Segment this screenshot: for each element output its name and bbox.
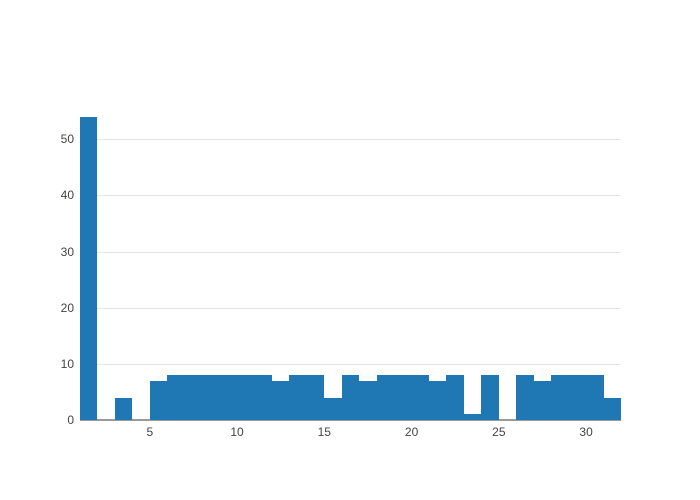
y-gridline xyxy=(80,363,621,365)
histogram-bar[interactable] xyxy=(516,375,534,420)
histogram-bar[interactable] xyxy=(412,375,429,420)
histogram-bar[interactable] xyxy=(586,375,604,420)
histogram-bar[interactable] xyxy=(342,375,359,420)
x-tick-label: 20 xyxy=(404,425,419,439)
histogram-bar[interactable] xyxy=(185,375,202,420)
histogram-bar[interactable] xyxy=(394,375,412,420)
x-tick-label: 25 xyxy=(492,425,506,439)
histogram-bar[interactable] xyxy=(604,397,621,420)
histogram-bar[interactable] xyxy=(429,380,446,420)
histogram-bar[interactable] xyxy=(307,375,324,420)
x-tick-label: 5 xyxy=(146,425,154,439)
histogram-bar[interactable] xyxy=(115,397,132,420)
y-tick-label: 20 xyxy=(60,300,74,315)
y-tick-label: 30 xyxy=(60,244,74,259)
y-gridline xyxy=(80,251,621,253)
histogram-bar[interactable] xyxy=(255,375,272,420)
x-axis-zeroline xyxy=(80,419,621,421)
histogram-bar[interactable] xyxy=(481,375,499,420)
x-tick-label: 10 xyxy=(230,425,244,439)
y-tick-label: 40 xyxy=(60,188,74,203)
histogram-bar[interactable] xyxy=(446,375,464,420)
histogram-bar[interactable] xyxy=(167,375,185,420)
x-tick-label: 15 xyxy=(317,425,331,439)
histogram-bar[interactable] xyxy=(464,414,481,420)
histogram-bar[interactable] xyxy=(359,380,377,420)
histogram-bar[interactable] xyxy=(289,375,307,420)
histogram-bar[interactable] xyxy=(534,380,551,420)
histogram-bar[interactable] xyxy=(569,375,586,420)
y-tick-label: 10 xyxy=(60,356,74,371)
histogram-bar[interactable] xyxy=(80,116,97,420)
y-gridline xyxy=(80,139,621,141)
y-tick-label: 50 xyxy=(60,132,74,147)
histogram-bar[interactable] xyxy=(220,375,237,420)
y-tick-label: 0 xyxy=(67,413,74,427)
x-tick-label: 30 xyxy=(579,425,593,439)
histogram-bar[interactable] xyxy=(202,375,220,420)
histogram-bar[interactable] xyxy=(237,375,255,420)
histogram-bar[interactable] xyxy=(150,380,167,420)
histogram-bar[interactable] xyxy=(551,375,569,420)
y-gridline xyxy=(80,307,621,309)
histogram-bar[interactable] xyxy=(377,375,394,420)
histogram-bar[interactable] xyxy=(272,380,289,420)
y-gridline xyxy=(80,195,621,197)
histogram-bar[interactable] xyxy=(324,397,342,420)
plot-area[interactable] xyxy=(80,100,621,421)
